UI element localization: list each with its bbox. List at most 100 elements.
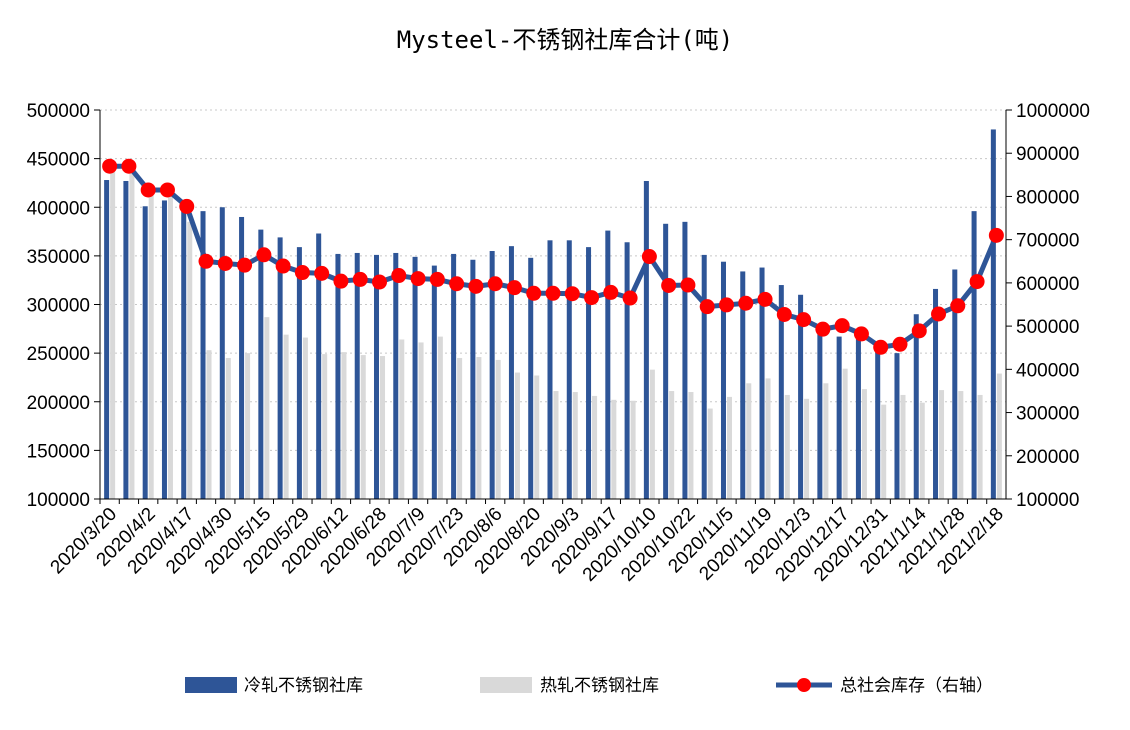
bar-hot-rolled [341,352,347,499]
total-marker [506,280,522,296]
bar-hot-rolled [553,391,559,499]
total-marker [237,257,253,273]
bar-hot-rolled [322,354,328,499]
left-axis-tick-label: 450000 [27,150,90,171]
right-axis-tick-label: 500000 [1016,317,1079,338]
bar-hot-rolled [206,350,212,499]
chart-title: Mysteel-不锈钢社库合计(吨) [397,26,734,54]
bar-hot-rolled [534,375,540,499]
bar-hot-rolled [939,390,945,499]
bar-cold-rolled [431,265,437,499]
total-marker [603,284,619,300]
left-axis-tick-label: 400000 [27,198,90,219]
bar-hot-rolled [360,355,366,499]
bar-hot-rolled [900,394,906,499]
total-marker [198,253,214,269]
bar-hot-rolled [495,359,501,499]
total-marker [545,285,561,301]
bar-cold-rolled [740,271,746,499]
bar-cold-rolled [990,129,996,499]
left-axis-tick-label: 350000 [27,247,90,268]
total-marker [931,306,947,322]
bar-hot-rolled [264,317,270,499]
legend-item-cold-rolled: 冷轧不锈钢社库 [185,676,363,696]
bar-cold-rolled [528,257,534,499]
bar-hot-rolled [245,353,251,499]
right-axis-tick-label: 400000 [1016,360,1079,381]
bar-cold-rolled [239,216,245,499]
bar-hot-rolled [187,221,193,499]
bar-cold-rolled [451,253,457,499]
grid-lines [100,109,1006,451]
bar-hot-rolled [707,408,713,499]
right-axis-tick-label: 1000000 [1016,101,1090,122]
bar-cold-rolled [682,221,688,499]
left-axis-tick-label: 200000 [27,393,90,414]
bar-cold-rolled [933,288,939,499]
bar-hot-rolled [225,357,231,499]
bar-hot-rolled [380,356,386,499]
bar-hot-rolled [842,368,848,499]
bar-cold-rolled [277,237,283,499]
bar-hot-rolled [958,391,964,499]
bar-cold-rolled [759,267,765,499]
left-axis-ticks: 100000 150000 200000 250000 300000 350000 4000… [27,101,100,511]
total-marker [314,265,330,281]
bar-hot-rolled [514,372,520,499]
total-marker [275,258,291,274]
total-marker [622,290,638,306]
bar-hot-rolled [457,357,463,499]
legend: 冷轧不锈钢社库 热轧不锈钢社库 总社会库存（右轴） [185,676,993,696]
left-axis-tick-label: 300000 [27,296,90,317]
bar-cold-rolled [489,251,495,499]
bar-hot-rolled [784,394,790,499]
bar-hot-rolled [283,334,289,499]
bar-cold-rolled [663,223,669,499]
total-marker [526,285,542,301]
right-axis-tick-label: 700000 [1016,231,1079,252]
bar-cold-rolled [855,334,861,499]
bar-cold-rolled [258,229,264,499]
total-marker [121,158,137,174]
bar-hot-rolled [688,392,694,499]
total-marker [699,299,715,315]
bar-cold-rolled [219,207,225,499]
bar-hot-rolled [476,357,482,499]
total-marker [834,318,850,334]
bar-hot-rolled [977,394,983,499]
bar-cold-rolled [412,256,418,499]
total-marker [468,278,484,294]
bar-cold-rolled [142,206,148,499]
bar-cold-rolled [643,180,649,499]
bar-cold-rolled [393,252,399,499]
bar-cold-rolled [123,180,129,499]
right-axis-tick-label: 200000 [1016,447,1079,468]
bar-cold-rolled [836,336,842,499]
legend-label-hot-rolled: 热轧不锈钢社库 [540,676,659,696]
bar-hot-rolled [881,404,887,499]
total-marker [564,286,580,302]
right-axis-tick-label: 900000 [1016,144,1079,165]
left-axis-tick-label: 250000 [27,344,90,365]
total-marker [102,158,118,174]
bar-cold-rolled [104,180,110,499]
total-marker [815,321,831,337]
bar-hot-rolled [804,398,810,499]
bar-cold-rolled [720,261,726,499]
total-marker [641,249,657,265]
bar-hot-rolled [167,195,173,499]
total-marker [333,273,349,289]
bar-hot-rolled [823,383,829,499]
total-marker [892,336,908,352]
total-marker [911,323,927,339]
total-marker [776,306,792,322]
total-marker [140,182,156,198]
bar-cold-rolled [586,247,592,499]
total-marker [217,255,233,271]
bar-hot-rolled [726,396,733,499]
total-marker [352,271,368,287]
total-line [102,158,1004,355]
bar-cold-rolled [200,211,206,499]
bar-cold-rolled [605,230,611,499]
